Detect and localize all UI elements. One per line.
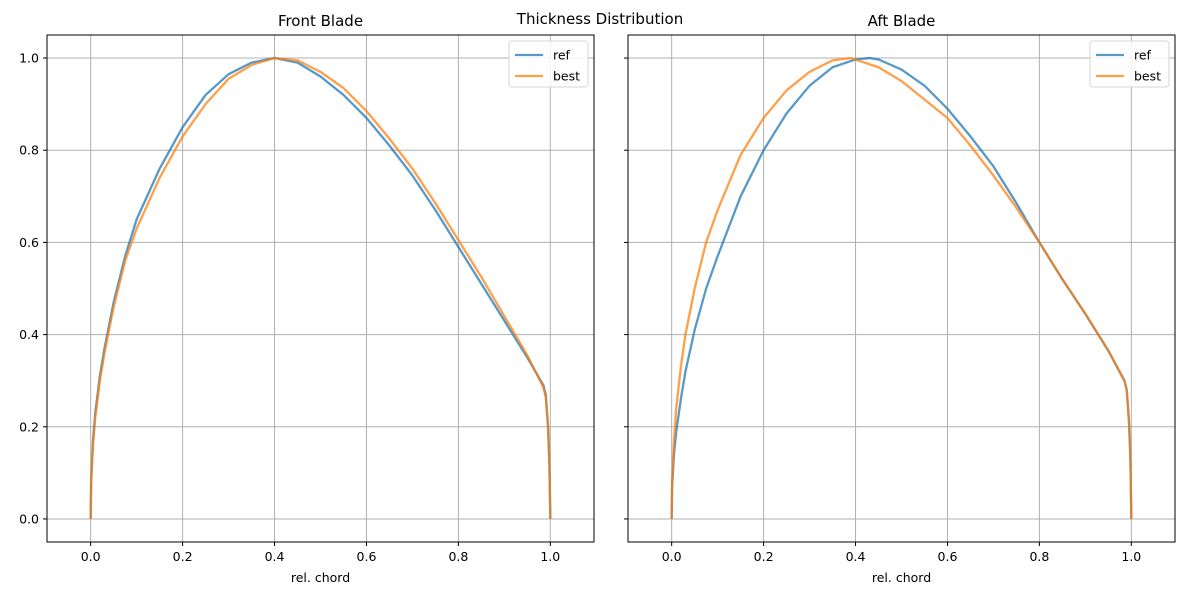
front-blade-legend: ref best — [508, 40, 589, 88]
front-blade-ytick-label: 1.0 — [19, 51, 39, 66]
front-blade-ytick-label: 0.8 — [19, 143, 39, 158]
front-blade-ytick-label: 0.2 — [19, 419, 39, 434]
aft-blade-xtick-label: 0.2 — [754, 549, 774, 564]
aft-blade-plot: 0.0 0.2 0.4 0.6 0.8 1.0 Aft Blade rel. chord … — [624, 12, 1176, 585]
front-blade-grid — [47, 35, 594, 542]
aft-blade-legend: ref best — [1089, 40, 1170, 88]
aft-blade-xlabel: rel. chord — [872, 570, 931, 585]
front-blade-axes-frame — [46, 34, 595, 543]
figure-title: Thickness Distribution — [516, 10, 683, 28]
front-blade-ticks: 0.0 0.2 0.4 0.6 0.8 1.0 0.0 0.2 0.4 0.6 0.8 1.0 — [19, 51, 560, 564]
aft-blade-xtick-label: 0.4 — [846, 549, 866, 564]
aft-blade-legend-label-ref: ref — [1134, 48, 1152, 63]
aft-blade-series — [670, 56, 1133, 519]
front-blade-ytick-label: 0.4 — [19, 327, 39, 342]
aft-blade-series-best — [670, 56, 1133, 519]
front-blade-xtick-label: 0.0 — [81, 549, 101, 564]
front-blade-xtick-label: 0.6 — [357, 549, 377, 564]
aft-blade-xtick-label: 0.8 — [1029, 549, 1049, 564]
aft-blade-legend-label-best: best — [1134, 69, 1161, 84]
front-blade-xtick-label: 0.4 — [265, 549, 285, 564]
front-blade-xtick-label: 0.2 — [173, 549, 193, 564]
aft-blade-title: Aft Blade — [868, 12, 936, 30]
front-blade-legend-label-ref: ref — [553, 48, 571, 63]
aft-blade-xtick-label: 1.0 — [1121, 549, 1141, 564]
front-blade-series-best — [89, 56, 552, 519]
front-blade-xlabel: rel. chord — [291, 570, 350, 585]
aft-blade-axes-frame — [627, 34, 1176, 543]
front-blade-legend-label-best: best — [553, 69, 580, 84]
aft-blade-xtick-label: 0.0 — [662, 549, 682, 564]
front-blade-ytick-label: 0.0 — [19, 511, 39, 526]
aft-blade-xtick-label: 0.6 — [938, 549, 958, 564]
front-blade-title: Front Blade — [278, 12, 363, 30]
aft-blade-ticks: 0.0 0.2 0.4 0.6 0.8 1.0 — [624, 57, 1141, 564]
front-blade-xtick-label: 1.0 — [540, 549, 560, 564]
front-blade-plot: 0.0 0.2 0.4 0.6 0.8 1.0 0.0 0.2 0.4 0.6 0.8 1.0 Fro… — [19, 12, 595, 585]
front-blade-series — [89, 56, 552, 519]
front-blade-ytick-label: 0.6 — [19, 235, 39, 250]
front-blade-xtick-label: 0.8 — [448, 549, 468, 564]
